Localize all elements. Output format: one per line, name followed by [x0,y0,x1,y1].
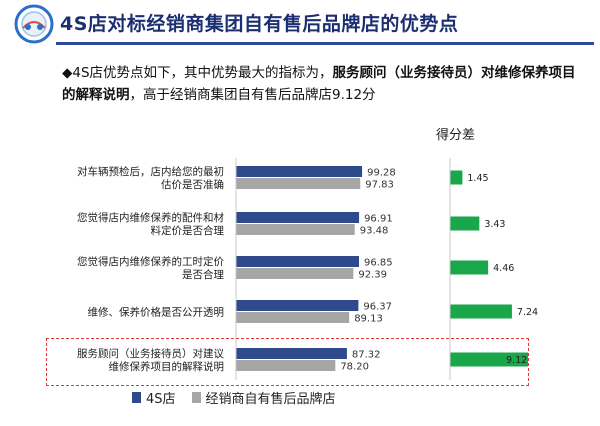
bar-4s [236,300,359,311]
category-label: 您觉得店内维修保养的配件和材 [77,211,224,224]
legend-item-dealer: 经销商自有售后品牌店 [191,388,336,407]
diff-bar [450,170,463,185]
data-label-dealer: 78.20 [340,362,369,373]
bar-dealer [236,268,354,279]
data-label-dealer: 93.48 [360,226,389,237]
bar-4s [236,166,363,177]
data-label-4s: 96.37 [363,302,392,313]
diff-label: 3.43 [484,219,505,230]
category-label: 维修、保养价格是否公开透明 [88,306,225,319]
header-divider [56,42,594,45]
category-label: 估价是否准确 [161,178,224,191]
diff-label: 9.12 [506,355,527,366]
category-label: 维修保养项目的解释说明 [109,360,225,373]
legend-swatch-4s [132,392,141,403]
diff-bar [450,352,528,367]
data-label-4s: 96.91 [364,214,393,225]
legend-item-4s: 4S店 [132,388,176,407]
chart-legend: 4S店 经销商自有售后品牌店 [132,388,352,407]
legend-label-dealer: 经销商自有售后品牌店 [205,392,336,407]
diff-label: 7.24 [517,307,538,318]
diff-label: 1.45 [467,173,488,184]
data-label-dealer: 97.83 [365,180,394,191]
data-label-4s: 87.32 [352,350,381,361]
category-label: 料定价是否合理 [151,224,225,237]
bar-4s [236,348,347,359]
data-label-dealer: 89.13 [354,314,383,325]
bar-dealer [236,360,336,371]
bar-4s [236,256,359,267]
data-label-4s: 99.28 [367,168,396,179]
data-label-4s: 96.85 [364,258,393,269]
page-title: 4S店对标经销商集团自有售后品牌店的优势点 [60,13,459,35]
summary-highlight: 服务顾问（业务接待员）对维修保养项目的解释说明 [62,65,576,103]
category-label: 服务顾问（业务接待员）对建议 [77,347,224,360]
category-label: 是否合理 [182,268,224,281]
category-label: 您觉得店内维修保养的工时定价 [77,255,224,268]
summary-prefix: ◆4S店优势点如下，其中优势最大的指标为， [62,65,333,81]
circular-logo-icon [14,4,54,44]
summary-suffix: ，高于经销商集团自有售后品牌店9.12分 [129,87,376,103]
data-label-dealer: 92.39 [358,270,387,281]
bar-dealer [236,178,361,189]
bar-4s [236,212,360,223]
header-bar: 4S店对标经销商集团自有售后品牌店的优势点 [0,0,600,48]
diff-bar [450,260,489,275]
diff-bar [450,304,512,319]
bar-dealer [236,224,355,235]
diff-label: 4.46 [493,263,514,274]
summary-text: ◆4S店优势点如下，其中优势最大的指标为，服务顾问（业务接待员）对维修保养项目的… [62,62,582,106]
legend-swatch-dealer [191,392,201,403]
diff-column-title: 得分差 [436,128,476,143]
legend-label-4s: 4S店 [146,392,176,407]
bar-dealer [236,312,350,323]
category-label: 对车辆预检后，店内给您的最初 [77,165,224,178]
highlight-box [46,338,529,386]
diff-bar [450,216,480,231]
